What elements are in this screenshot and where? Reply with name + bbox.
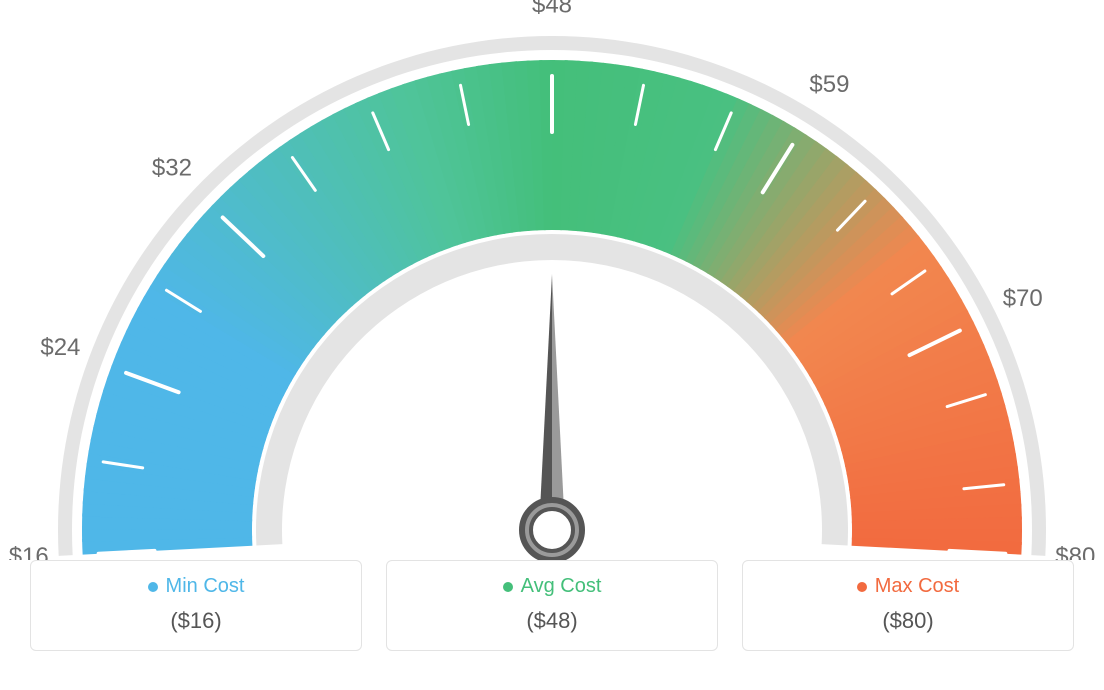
legend-dot-min bbox=[148, 582, 158, 592]
tick-label: $32 bbox=[152, 155, 192, 182]
legend-max-label-row: Max Cost bbox=[857, 575, 959, 598]
legend-min-label: Min Cost bbox=[166, 575, 245, 598]
legend-min-value: ($16) bbox=[31, 608, 361, 634]
tick-label: $80 bbox=[1055, 543, 1095, 560]
legend-card-avg: Avg Cost ($48) bbox=[386, 560, 718, 651]
legend-avg-label: Avg Cost bbox=[521, 575, 602, 598]
legend-max-label: Max Cost bbox=[875, 575, 959, 598]
legend-dot-avg bbox=[503, 582, 513, 592]
legend-row: Min Cost ($16) Avg Cost ($48) Max Cost (… bbox=[0, 560, 1104, 651]
tick-label: $59 bbox=[809, 71, 849, 98]
legend-card-max: Max Cost ($80) bbox=[742, 560, 1074, 651]
legend-dot-max bbox=[857, 582, 867, 592]
legend-avg-label-row: Avg Cost bbox=[503, 575, 602, 598]
needle-hub-highlight bbox=[527, 505, 577, 555]
gauge-svg: $16 $24 $32 $48 $59 $70 $80 bbox=[0, 0, 1104, 560]
tick-label: $16 bbox=[9, 543, 49, 560]
tick-label: $48 bbox=[532, 0, 572, 18]
tick-label: $24 bbox=[40, 334, 80, 361]
cost-gauge-chart: $16 $24 $32 $48 $59 $70 $80 bbox=[0, 0, 1104, 560]
legend-max-value: ($80) bbox=[743, 608, 1073, 634]
needle-light bbox=[552, 274, 564, 510]
needle-dark bbox=[540, 274, 552, 510]
legend-card-min: Min Cost ($16) bbox=[30, 560, 362, 651]
legend-avg-value: ($48) bbox=[387, 608, 717, 634]
tick-label: $70 bbox=[1003, 285, 1043, 312]
legend-min-label-row: Min Cost bbox=[148, 575, 245, 598]
